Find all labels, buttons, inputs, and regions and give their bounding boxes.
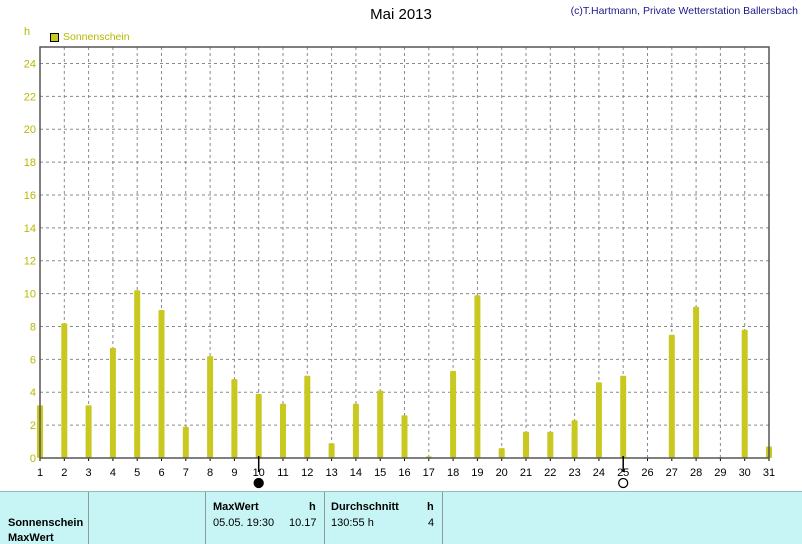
x-tick-label: 15 bbox=[374, 467, 386, 479]
x-tick-label: 1 bbox=[37, 467, 43, 479]
x-tick-label: 10 bbox=[253, 467, 265, 479]
y-tick-label: 12 bbox=[24, 256, 36, 268]
bar bbox=[693, 306, 700, 458]
bar bbox=[547, 431, 554, 458]
legend-swatch bbox=[50, 32, 59, 42]
x-tick-label: 2 bbox=[61, 467, 67, 479]
x-tick-label: 9 bbox=[231, 467, 237, 479]
new-moon-icon bbox=[253, 477, 264, 489]
x-tick-label: 5 bbox=[134, 467, 140, 479]
max-datetime: 05.05. 19:30 bbox=[213, 517, 275, 529]
x-tick-label: 21 bbox=[520, 467, 532, 479]
y-tick-label: 6 bbox=[30, 354, 36, 366]
summary-footer: Sonnenschein MaxWert MaxWert h 05.05. 19… bbox=[0, 491, 802, 544]
bar bbox=[158, 310, 165, 458]
max-value: 10.17 bbox=[289, 517, 317, 529]
x-tick-label: 13 bbox=[325, 467, 337, 479]
chart-legend: Sonnenschein bbox=[50, 31, 130, 43]
y-tick-label: 14 bbox=[24, 223, 36, 235]
x-tick-label: 30 bbox=[739, 467, 751, 479]
y-tick-label: 8 bbox=[30, 321, 36, 333]
max-header: MaxWert bbox=[213, 501, 259, 513]
bar bbox=[523, 431, 529, 458]
legend-label: Sonnenschein bbox=[63, 31, 130, 43]
y-tick-label: 16 bbox=[24, 190, 36, 202]
x-tick-label: 27 bbox=[666, 467, 678, 479]
x-tick-label: 6 bbox=[158, 467, 164, 479]
bar bbox=[571, 420, 578, 458]
bar bbox=[134, 290, 141, 458]
bar bbox=[304, 375, 311, 458]
bar bbox=[280, 403, 286, 458]
bar bbox=[255, 393, 262, 458]
bar bbox=[109, 347, 116, 458]
x-tick-label: 4 bbox=[110, 467, 116, 479]
avg-extra: 4 bbox=[428, 517, 435, 529]
bar bbox=[474, 295, 481, 458]
y-tick-label: 24 bbox=[24, 58, 36, 70]
bar bbox=[85, 405, 92, 458]
x-tick-label: 24 bbox=[593, 467, 605, 479]
bar bbox=[498, 448, 505, 458]
x-tick-label: 29 bbox=[714, 467, 726, 479]
row-label-sunshine: Sonnenschein bbox=[8, 517, 84, 529]
bar bbox=[595, 382, 602, 458]
bar bbox=[668, 334, 675, 458]
y-tick-label: 0 bbox=[30, 453, 36, 465]
x-tick-label: 14 bbox=[350, 467, 362, 479]
x-tick-label: 25 bbox=[617, 467, 629, 479]
x-tick-label: 7 bbox=[183, 467, 189, 479]
y-tick-label: 18 bbox=[24, 157, 36, 169]
avg-unit: h bbox=[427, 501, 434, 513]
bar bbox=[450, 370, 457, 458]
y-tick-label: 20 bbox=[24, 124, 36, 136]
x-tick-label: 16 bbox=[398, 467, 410, 479]
x-tick-label: 18 bbox=[447, 467, 459, 479]
bar bbox=[328, 443, 335, 458]
x-tick-label: 8 bbox=[207, 467, 213, 479]
bar bbox=[182, 426, 189, 458]
chart-title: Mai 2013 bbox=[370, 6, 432, 23]
x-tick-label: 28 bbox=[690, 467, 702, 479]
x-tick-label: 3 bbox=[86, 467, 92, 479]
x-tick-label: 11 bbox=[277, 467, 288, 479]
avg-value: 130:55 h bbox=[331, 517, 374, 529]
row-label-max: MaxWert bbox=[8, 532, 54, 544]
x-tick-label: 19 bbox=[471, 467, 483, 479]
y-axis-unit: h bbox=[24, 26, 31, 38]
bar bbox=[61, 323, 68, 458]
plot-frame bbox=[39, 46, 770, 459]
x-tick-label: 26 bbox=[641, 467, 653, 479]
full-moon-icon bbox=[618, 477, 629, 489]
max-unit: h bbox=[309, 501, 316, 513]
y-tick-label: 4 bbox=[30, 387, 36, 399]
bar bbox=[207, 356, 214, 458]
bar bbox=[231, 379, 238, 458]
y-tick-label: 22 bbox=[24, 91, 36, 103]
avg-header: Durchschnitt bbox=[331, 501, 399, 513]
y-tick-label: 10 bbox=[24, 289, 36, 301]
bar bbox=[377, 390, 384, 458]
x-tick-label: 22 bbox=[544, 467, 556, 479]
x-tick-label: 23 bbox=[568, 467, 580, 479]
bar bbox=[401, 415, 408, 458]
bar bbox=[352, 403, 359, 458]
x-tick-label: 17 bbox=[423, 467, 435, 479]
bar bbox=[741, 329, 748, 458]
y-tick-label: 2 bbox=[30, 420, 36, 432]
copyright-text: (c)T.Hartmann, Private Wetterstation Bal… bbox=[570, 5, 798, 17]
x-tick-label: 31 bbox=[763, 467, 775, 479]
x-tick-label: 12 bbox=[301, 467, 313, 479]
bar bbox=[620, 375, 627, 458]
x-tick-label: 20 bbox=[496, 467, 508, 479]
